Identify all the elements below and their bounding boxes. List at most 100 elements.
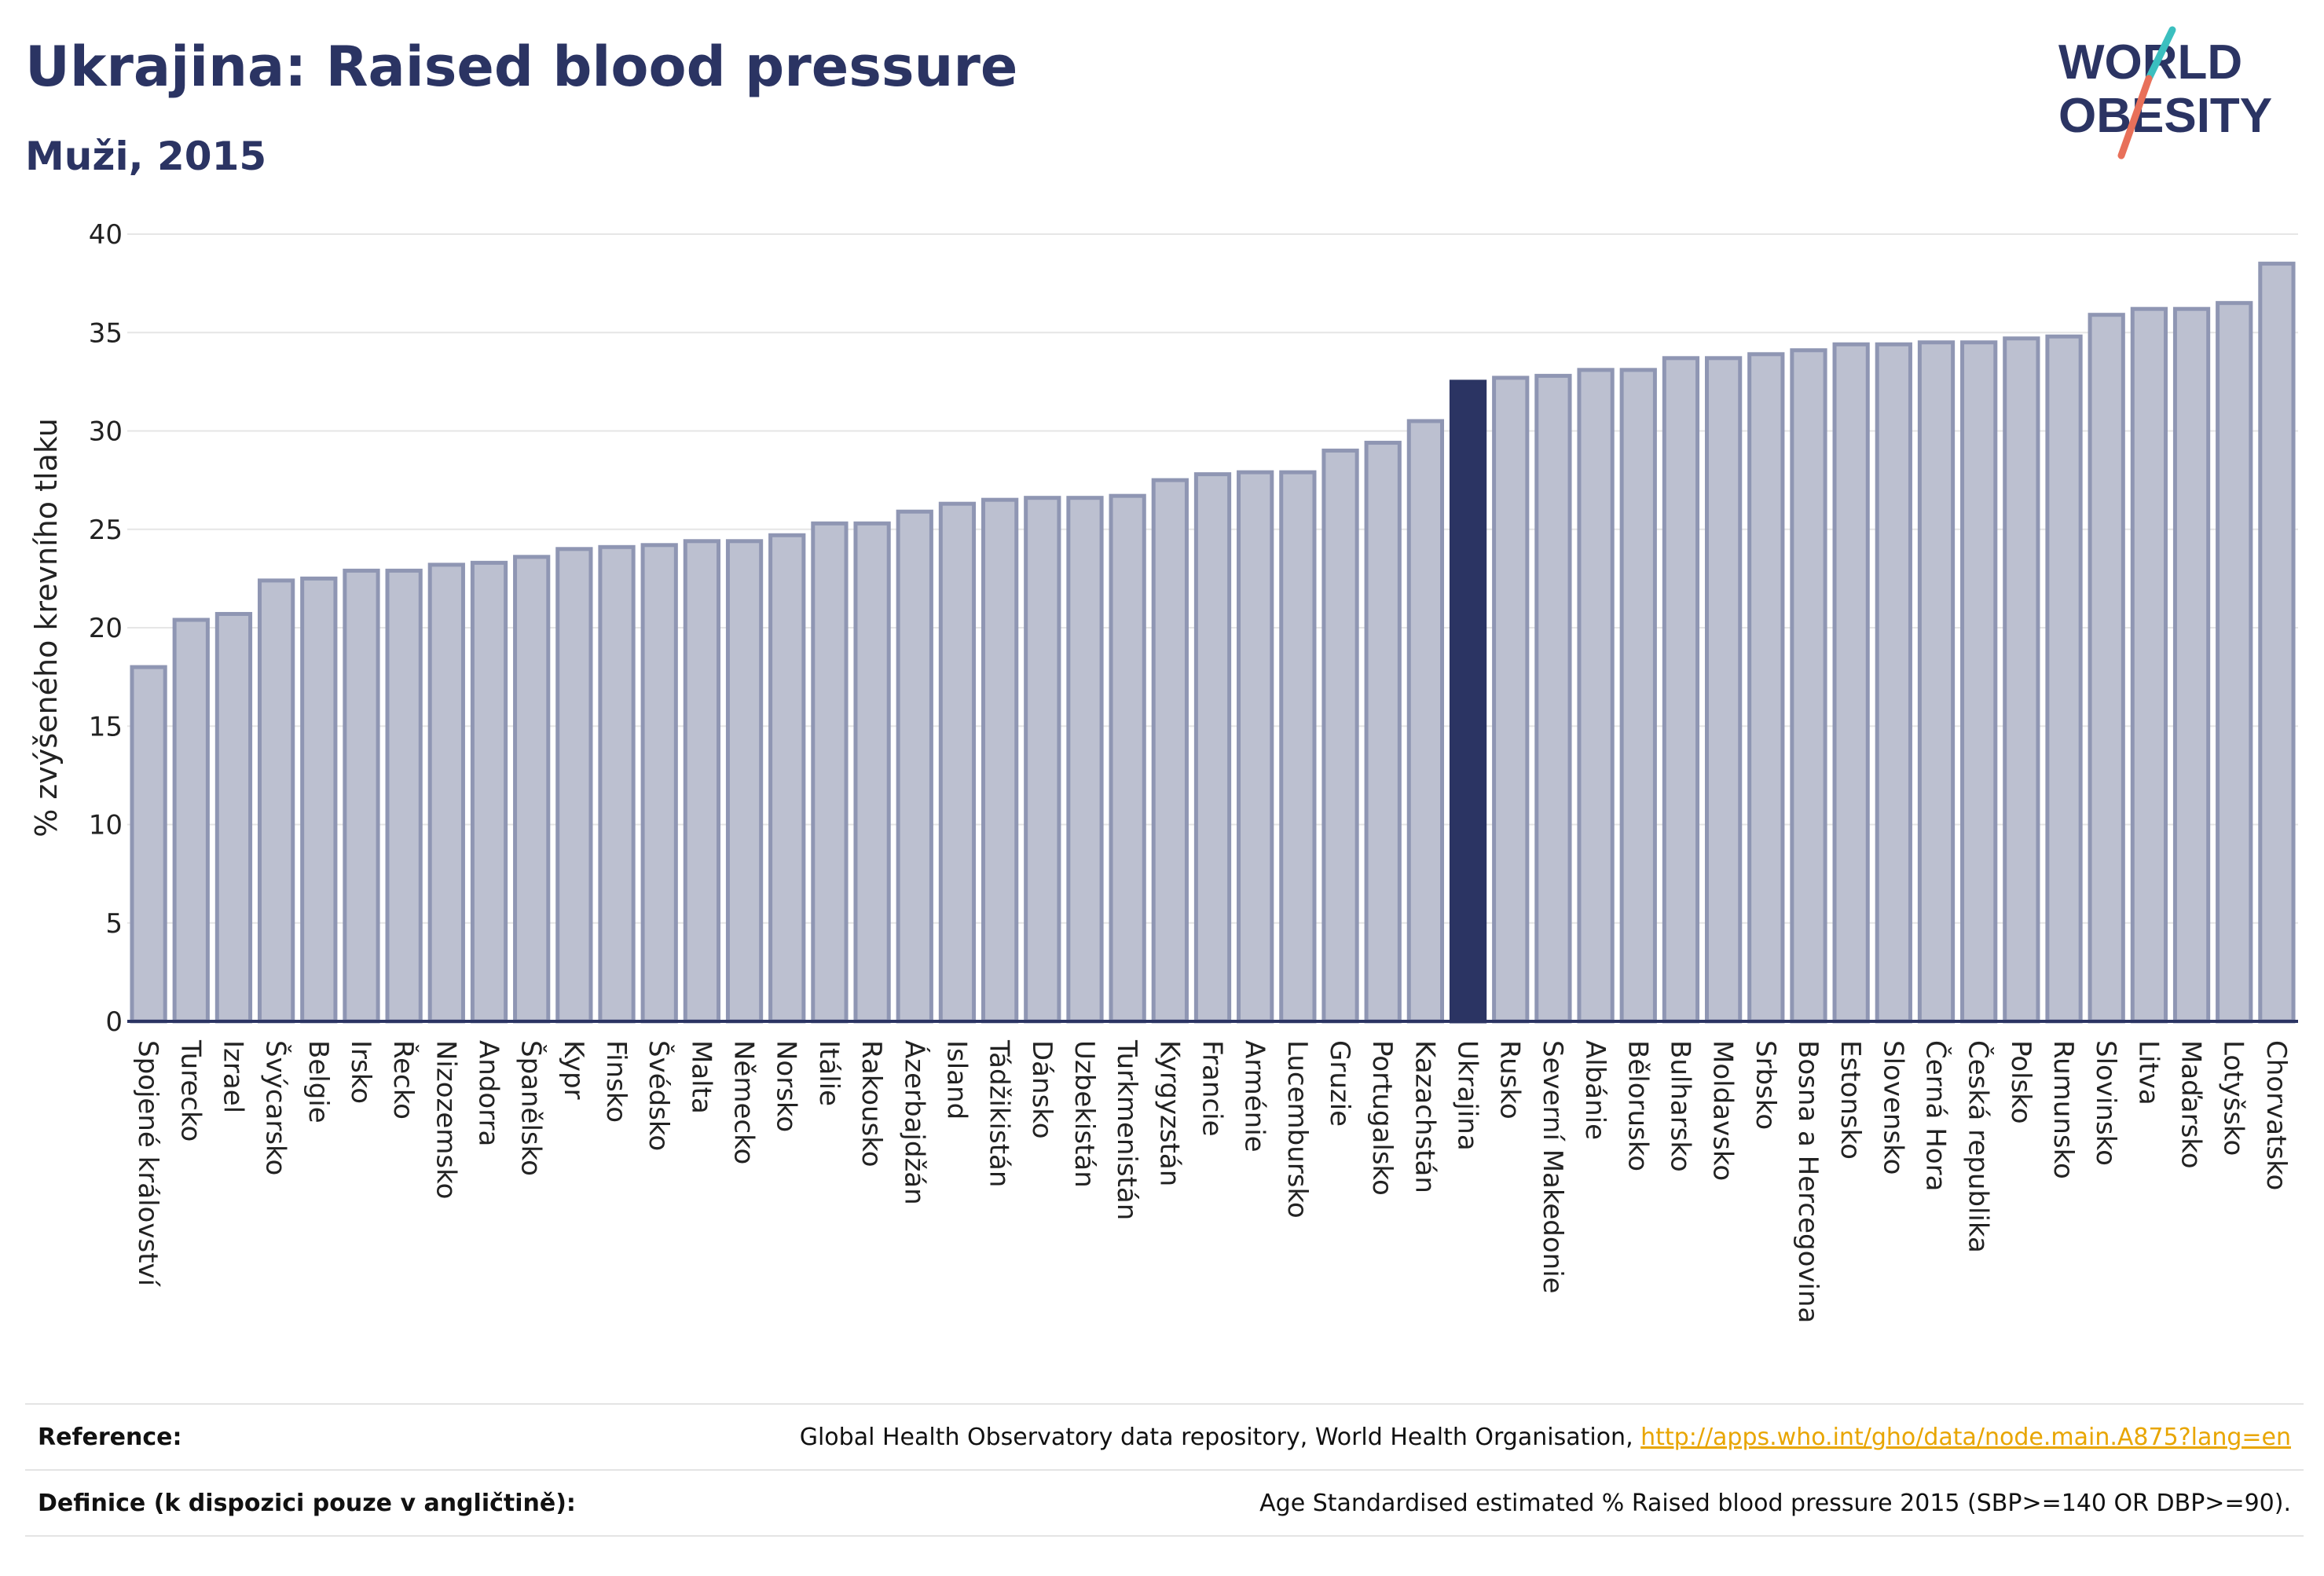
x-tick-label: Andorra bbox=[473, 1040, 504, 1146]
bar-portugalsko bbox=[1364, 441, 1402, 1024]
x-tick-label: Ázerbajdžán bbox=[898, 1040, 930, 1205]
x-tick-label: Rumunsko bbox=[2047, 1040, 2079, 1179]
x-tick-label: Španělsko bbox=[515, 1040, 548, 1176]
bar-švýcarsko bbox=[257, 578, 295, 1024]
x-tick-label: Portugalsko bbox=[1366, 1040, 1398, 1196]
bar-kazachstán bbox=[1406, 419, 1445, 1024]
bar-černá-hora bbox=[1917, 340, 1956, 1024]
x-tick-label: Litva bbox=[2132, 1040, 2164, 1105]
bar-norsko bbox=[768, 533, 806, 1024]
bar-estonsko bbox=[1832, 342, 1870, 1024]
chart-title: Ukrajina: Raised blood pressure bbox=[25, 35, 1018, 99]
footer-table: Reference: Global Health Observatory dat… bbox=[25, 1403, 2304, 1537]
x-tick-label: Slovensko bbox=[1877, 1040, 1908, 1175]
x-tick-label: Bulharsko bbox=[1664, 1040, 1695, 1172]
bar-chart: 0 5 10 15 20 25 30 35 40 Spojené království Turec… bbox=[29, 219, 2298, 1323]
y-tick-label: 35 bbox=[89, 317, 123, 349]
bar-rumunsko bbox=[2045, 334, 2083, 1024]
bar-turecko bbox=[172, 618, 210, 1024]
y-tick-label: 20 bbox=[89, 613, 123, 644]
x-tick-label: Kypr bbox=[558, 1040, 589, 1100]
bar-severní-makedonie bbox=[1534, 373, 1572, 1024]
bar-řecko bbox=[385, 568, 423, 1024]
y-tick-label: 25 bbox=[89, 515, 123, 546]
x-tick-label: Izrael bbox=[217, 1040, 248, 1113]
x-tick-label: Slovinsko bbox=[2090, 1040, 2121, 1166]
bar-kypr bbox=[555, 547, 593, 1024]
bar-švédsko bbox=[640, 543, 678, 1024]
x-tick-label: Turecko bbox=[174, 1039, 206, 1142]
reference-link[interactable]: http://apps.who.int/gho/data/node.main.A… bbox=[1640, 1424, 2291, 1451]
world-obesity-logo: WORLD OBESITY bbox=[2058, 26, 2272, 159]
bar-slovinsko bbox=[2088, 313, 2125, 1024]
x-tick-label: Itálie bbox=[813, 1040, 845, 1106]
x-tick-label: Uzbekistán bbox=[1069, 1040, 1100, 1188]
x-tick-label: Německo bbox=[728, 1040, 760, 1164]
bar-lucembursko bbox=[1279, 470, 1317, 1024]
bar-spojené-království bbox=[130, 665, 167, 1024]
bar-srbsko bbox=[1747, 352, 1785, 1024]
bar-arménie bbox=[1237, 470, 1274, 1024]
bar-itálie bbox=[811, 521, 849, 1024]
bar-chorvatsko bbox=[2258, 262, 2296, 1024]
bar-gruzie bbox=[1321, 449, 1359, 1024]
reference-label: Reference: bbox=[38, 1424, 182, 1451]
x-tick-label: Řecko bbox=[387, 1040, 420, 1120]
bar-island bbox=[938, 501, 977, 1024]
reference-row: Reference: Global Health Observatory dat… bbox=[25, 1403, 2304, 1469]
y-tick-label: 5 bbox=[105, 908, 123, 940]
x-tick-label: Finsko bbox=[600, 1040, 632, 1123]
bar-česká-republika bbox=[1960, 340, 1998, 1024]
bar-kyrgyzstán bbox=[1151, 478, 1189, 1024]
x-tick-label: Ukrajina bbox=[1452, 1040, 1483, 1151]
definition-row: Definice (k dispozici pouze v angličtině… bbox=[25, 1469, 2304, 1537]
x-tick-label: Rakousko bbox=[856, 1040, 887, 1167]
x-tick-label: Bělorusko bbox=[1622, 1040, 1653, 1171]
reference-value: Global Health Observatory data repositor… bbox=[800, 1424, 2291, 1451]
x-tick-label: Belgie bbox=[302, 1040, 334, 1123]
y-tick-label: 15 bbox=[89, 711, 123, 742]
x-tick-label: Maďarsko bbox=[2176, 1040, 2207, 1169]
x-tick-label: Chorvatsko bbox=[2260, 1040, 2292, 1190]
x-tick-label: Irsko bbox=[345, 1040, 376, 1104]
bar-rusko bbox=[1492, 376, 1530, 1024]
bar-španělsko bbox=[513, 555, 551, 1024]
x-axis-labels: Spojené království Turecko Izrael Švýcarsko… bbox=[132, 1039, 2292, 1323]
x-tick-label: Arménie bbox=[1239, 1040, 1270, 1153]
x-tick-label: Estonsko bbox=[1835, 1040, 1866, 1160]
x-tick-label: Francie bbox=[1197, 1040, 1228, 1137]
bar-tádžikistán bbox=[981, 497, 1019, 1024]
x-tick-label: Bosna a Hercegovina bbox=[1792, 1040, 1824, 1323]
y-tick-label: 10 bbox=[89, 810, 123, 841]
x-tick-label: Kazachstán bbox=[1409, 1040, 1440, 1193]
bar-polsko bbox=[2003, 336, 2040, 1024]
bar-slovensko bbox=[1875, 342, 1912, 1024]
bar-belgie bbox=[300, 576, 338, 1024]
bar-bulharsko bbox=[1662, 356, 1700, 1024]
x-tick-label: Švýcarsko bbox=[260, 1040, 292, 1175]
bar-malta bbox=[683, 539, 721, 1024]
bar-ázerbajdžán bbox=[896, 509, 933, 1024]
x-tick-label: Polsko bbox=[2005, 1040, 2036, 1124]
x-tick-label: Rusko bbox=[1494, 1040, 1526, 1120]
bar-albánie bbox=[1577, 368, 1615, 1024]
x-tick-label: Dánsko bbox=[1026, 1040, 1058, 1139]
bar-uzbekistán bbox=[1066, 496, 1104, 1024]
reference-text: Global Health Observatory data repositor… bbox=[799, 1424, 1641, 1451]
x-tick-label: Česká republika bbox=[1963, 1040, 1995, 1253]
x-tick-label: Norsko bbox=[771, 1040, 802, 1132]
bar-bělorusko bbox=[1619, 368, 1657, 1024]
bars bbox=[130, 262, 2296, 1024]
bar-finsko bbox=[598, 544, 636, 1024]
bar-bosna-a-hercegovina bbox=[1790, 348, 1827, 1024]
x-tick-label: Kyrgyzstán bbox=[1153, 1040, 1185, 1186]
x-tick-label: Tádžikistán bbox=[984, 1039, 1015, 1187]
y-axis-label: % zvýšeného krevního tlaku bbox=[29, 418, 64, 837]
bar-nizozemsko bbox=[427, 563, 465, 1024]
bar-německo bbox=[725, 539, 764, 1024]
bar-francie bbox=[1193, 472, 1232, 1024]
x-tick-label: Malta bbox=[685, 1040, 717, 1114]
x-tick-label: Turkmenistán bbox=[1111, 1039, 1142, 1220]
definition-label: Definice (k dispozici pouze v angličtině… bbox=[38, 1490, 576, 1517]
x-tick-label: Severní Makedonie bbox=[1537, 1040, 1568, 1294]
